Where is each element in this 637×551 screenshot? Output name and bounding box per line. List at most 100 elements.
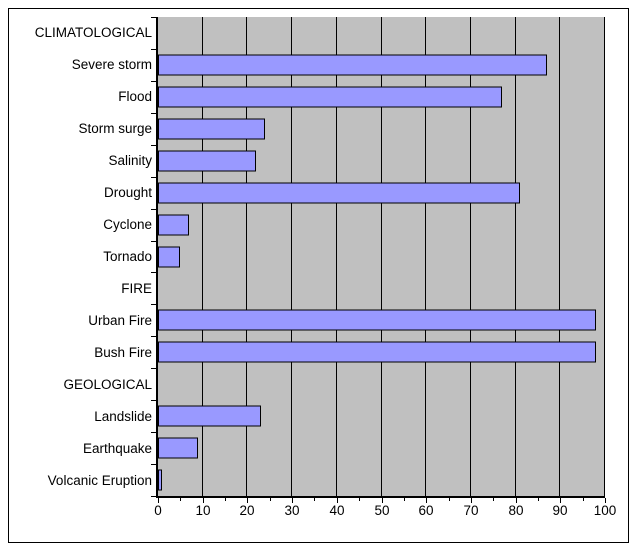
bar xyxy=(158,54,547,76)
x-axis-label: 20 xyxy=(239,503,255,518)
y-axis-tick xyxy=(151,432,156,433)
category-group-label: GEOLOGICAL xyxy=(63,376,152,392)
bar xyxy=(158,150,257,172)
category-axis-labels: CLIMATOLOGICAL Severe storm Flood Storm sur… xyxy=(9,17,152,496)
x-axis-label: 100 xyxy=(593,503,617,518)
x-axis-minor-tick xyxy=(583,498,584,501)
x-axis-label: 30 xyxy=(284,503,300,518)
category-label: Volcanic Eruption xyxy=(47,472,152,488)
gridline xyxy=(559,17,560,496)
bar-row xyxy=(158,177,605,209)
x-axis-major-tick xyxy=(560,498,561,503)
y-axis-line xyxy=(156,17,158,498)
x-axis-major-tick xyxy=(426,498,427,503)
x-axis-label: 0 xyxy=(154,503,162,518)
y-axis-tick xyxy=(151,368,156,369)
x-axis-minor-tick xyxy=(314,498,315,501)
x-axis-label: 90 xyxy=(552,503,568,518)
gridline xyxy=(515,17,516,496)
category-label: Storm surge xyxy=(78,121,152,137)
y-axis-tick xyxy=(151,17,156,18)
x-axis-major-tick xyxy=(203,498,204,503)
bar-row xyxy=(158,145,605,177)
x-axis-major-tick xyxy=(337,498,338,503)
bar xyxy=(158,214,190,236)
bar xyxy=(158,469,163,491)
bar-row xyxy=(158,17,605,49)
x-axis-major-tick xyxy=(247,498,248,503)
x-axis-label: 60 xyxy=(418,503,434,518)
x-axis-line xyxy=(156,496,605,498)
x-axis-label: 80 xyxy=(508,503,524,518)
y-axis-tick xyxy=(151,304,156,305)
bar-row xyxy=(158,113,605,145)
category-label: Cyclone xyxy=(103,217,152,233)
category-label: Tornado xyxy=(103,249,152,265)
bar xyxy=(158,118,266,140)
y-axis-tick xyxy=(151,400,156,401)
x-axis-label: 70 xyxy=(463,503,479,518)
y-axis-tick xyxy=(151,145,156,146)
x-axis-major-tick xyxy=(292,498,293,503)
bar-row xyxy=(158,432,605,464)
x-axis-label: 40 xyxy=(329,503,345,518)
bar-row xyxy=(158,400,605,432)
category-group-label: CLIMATOLOGICAL xyxy=(34,25,152,41)
y-axis-tick xyxy=(151,464,156,465)
x-axis-minor-tick xyxy=(538,498,539,501)
x-axis-minor-tick xyxy=(449,498,450,501)
bar-row xyxy=(158,273,605,305)
bar xyxy=(158,341,597,363)
bar-row xyxy=(158,464,605,496)
y-axis-tick xyxy=(151,49,156,50)
x-axis-label: 50 xyxy=(374,503,390,518)
x-axis-major-tick xyxy=(605,498,606,503)
category-label: Severe storm xyxy=(71,57,152,73)
x-axis-minor-tick xyxy=(225,498,226,501)
gridline xyxy=(470,17,471,496)
x-axis-major-tick xyxy=(382,498,383,503)
y-axis-tick xyxy=(151,336,156,337)
bar-row xyxy=(158,241,605,273)
category-label: Salinity xyxy=(108,153,152,169)
bar-row xyxy=(158,81,605,113)
y-axis-tick xyxy=(151,272,156,273)
bar-row xyxy=(158,304,605,336)
y-axis-tick xyxy=(151,241,156,242)
bar xyxy=(158,246,181,268)
category-group-label: FIRE xyxy=(121,280,152,296)
category-label: Urban Fire xyxy=(88,312,152,328)
bar xyxy=(158,405,261,427)
x-axis-minor-tick xyxy=(493,498,494,501)
bar-row xyxy=(158,336,605,368)
x-axis-label: 10 xyxy=(195,503,211,518)
bar-row xyxy=(158,209,605,241)
bar xyxy=(158,309,597,331)
x-axis-minor-tick xyxy=(180,498,181,501)
x-axis-major-tick xyxy=(516,498,517,503)
x-axis-minor-tick xyxy=(359,498,360,501)
y-axis-tick xyxy=(151,113,156,114)
y-axis-tick xyxy=(151,209,156,210)
gridline xyxy=(336,17,337,496)
chart-frame: CLIMATOLOGICAL Severe storm Flood Storm sur… xyxy=(8,8,629,543)
x-axis-minor-tick xyxy=(270,498,271,501)
x-axis-minor-tick xyxy=(404,498,405,501)
bar xyxy=(158,182,521,204)
category-label: Bush Fire xyxy=(94,344,152,360)
gridline xyxy=(202,17,203,496)
y-axis-tick xyxy=(151,177,156,178)
y-axis-tick xyxy=(151,81,156,82)
gridline xyxy=(425,17,426,496)
category-label: Earthquake xyxy=(82,440,152,456)
y-axis-tick xyxy=(151,496,156,497)
category-label: Landslide xyxy=(94,408,152,424)
x-axis-major-tick xyxy=(471,498,472,503)
gridline xyxy=(604,17,605,496)
plot-area xyxy=(158,17,605,496)
bars-layer xyxy=(158,17,605,496)
bar xyxy=(158,437,199,459)
bar-row xyxy=(158,49,605,81)
category-label: Flood xyxy=(118,89,152,105)
bar-row xyxy=(158,368,605,400)
